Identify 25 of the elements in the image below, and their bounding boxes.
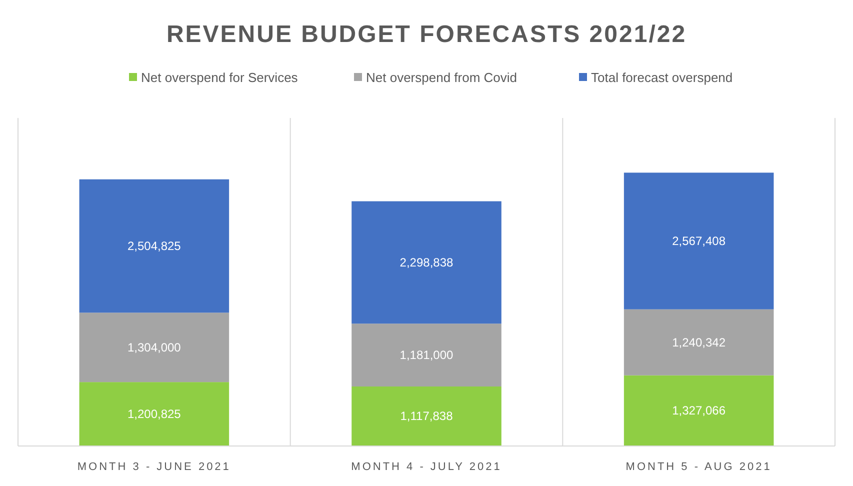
bar	[624, 375, 774, 446]
legend-label: Total forecast overspend	[591, 70, 733, 85]
x-tick-label: MONTH 4 - JULY 2021	[351, 461, 502, 473]
x-tick-label: MONTH 5 - AUG 2021	[626, 461, 772, 473]
data-label: 1,327,066	[672, 404, 726, 418]
bar	[79, 312, 230, 382]
bar	[624, 172, 774, 310]
legend-label: Net overspend from Covid	[366, 70, 518, 85]
bar	[79, 179, 230, 313]
data-label: 1,181,000	[400, 348, 454, 362]
legend-label: Net overspend for Services	[141, 70, 298, 85]
data-label: 2,298,838	[400, 255, 454, 270]
data-label: 2,567,408	[672, 234, 726, 248]
data-label: 1,200,825	[127, 407, 182, 422]
data-label: 1,240,342	[672, 335, 726, 350]
data-label: 1,304,000	[127, 340, 182, 354]
data-label: 2,504,825	[127, 238, 182, 253]
bar	[352, 324, 502, 386]
x-tick-label: MONTH 3 - JUNE 2021	[77, 461, 231, 473]
bar	[624, 309, 774, 376]
bar	[352, 201, 502, 324]
bar	[352, 386, 502, 446]
data-label: 1,117,838	[400, 409, 454, 424]
chart-title: REVENUE BUDGET FORECASTS 2021/22	[166, 21, 687, 48]
bar	[79, 382, 230, 446]
